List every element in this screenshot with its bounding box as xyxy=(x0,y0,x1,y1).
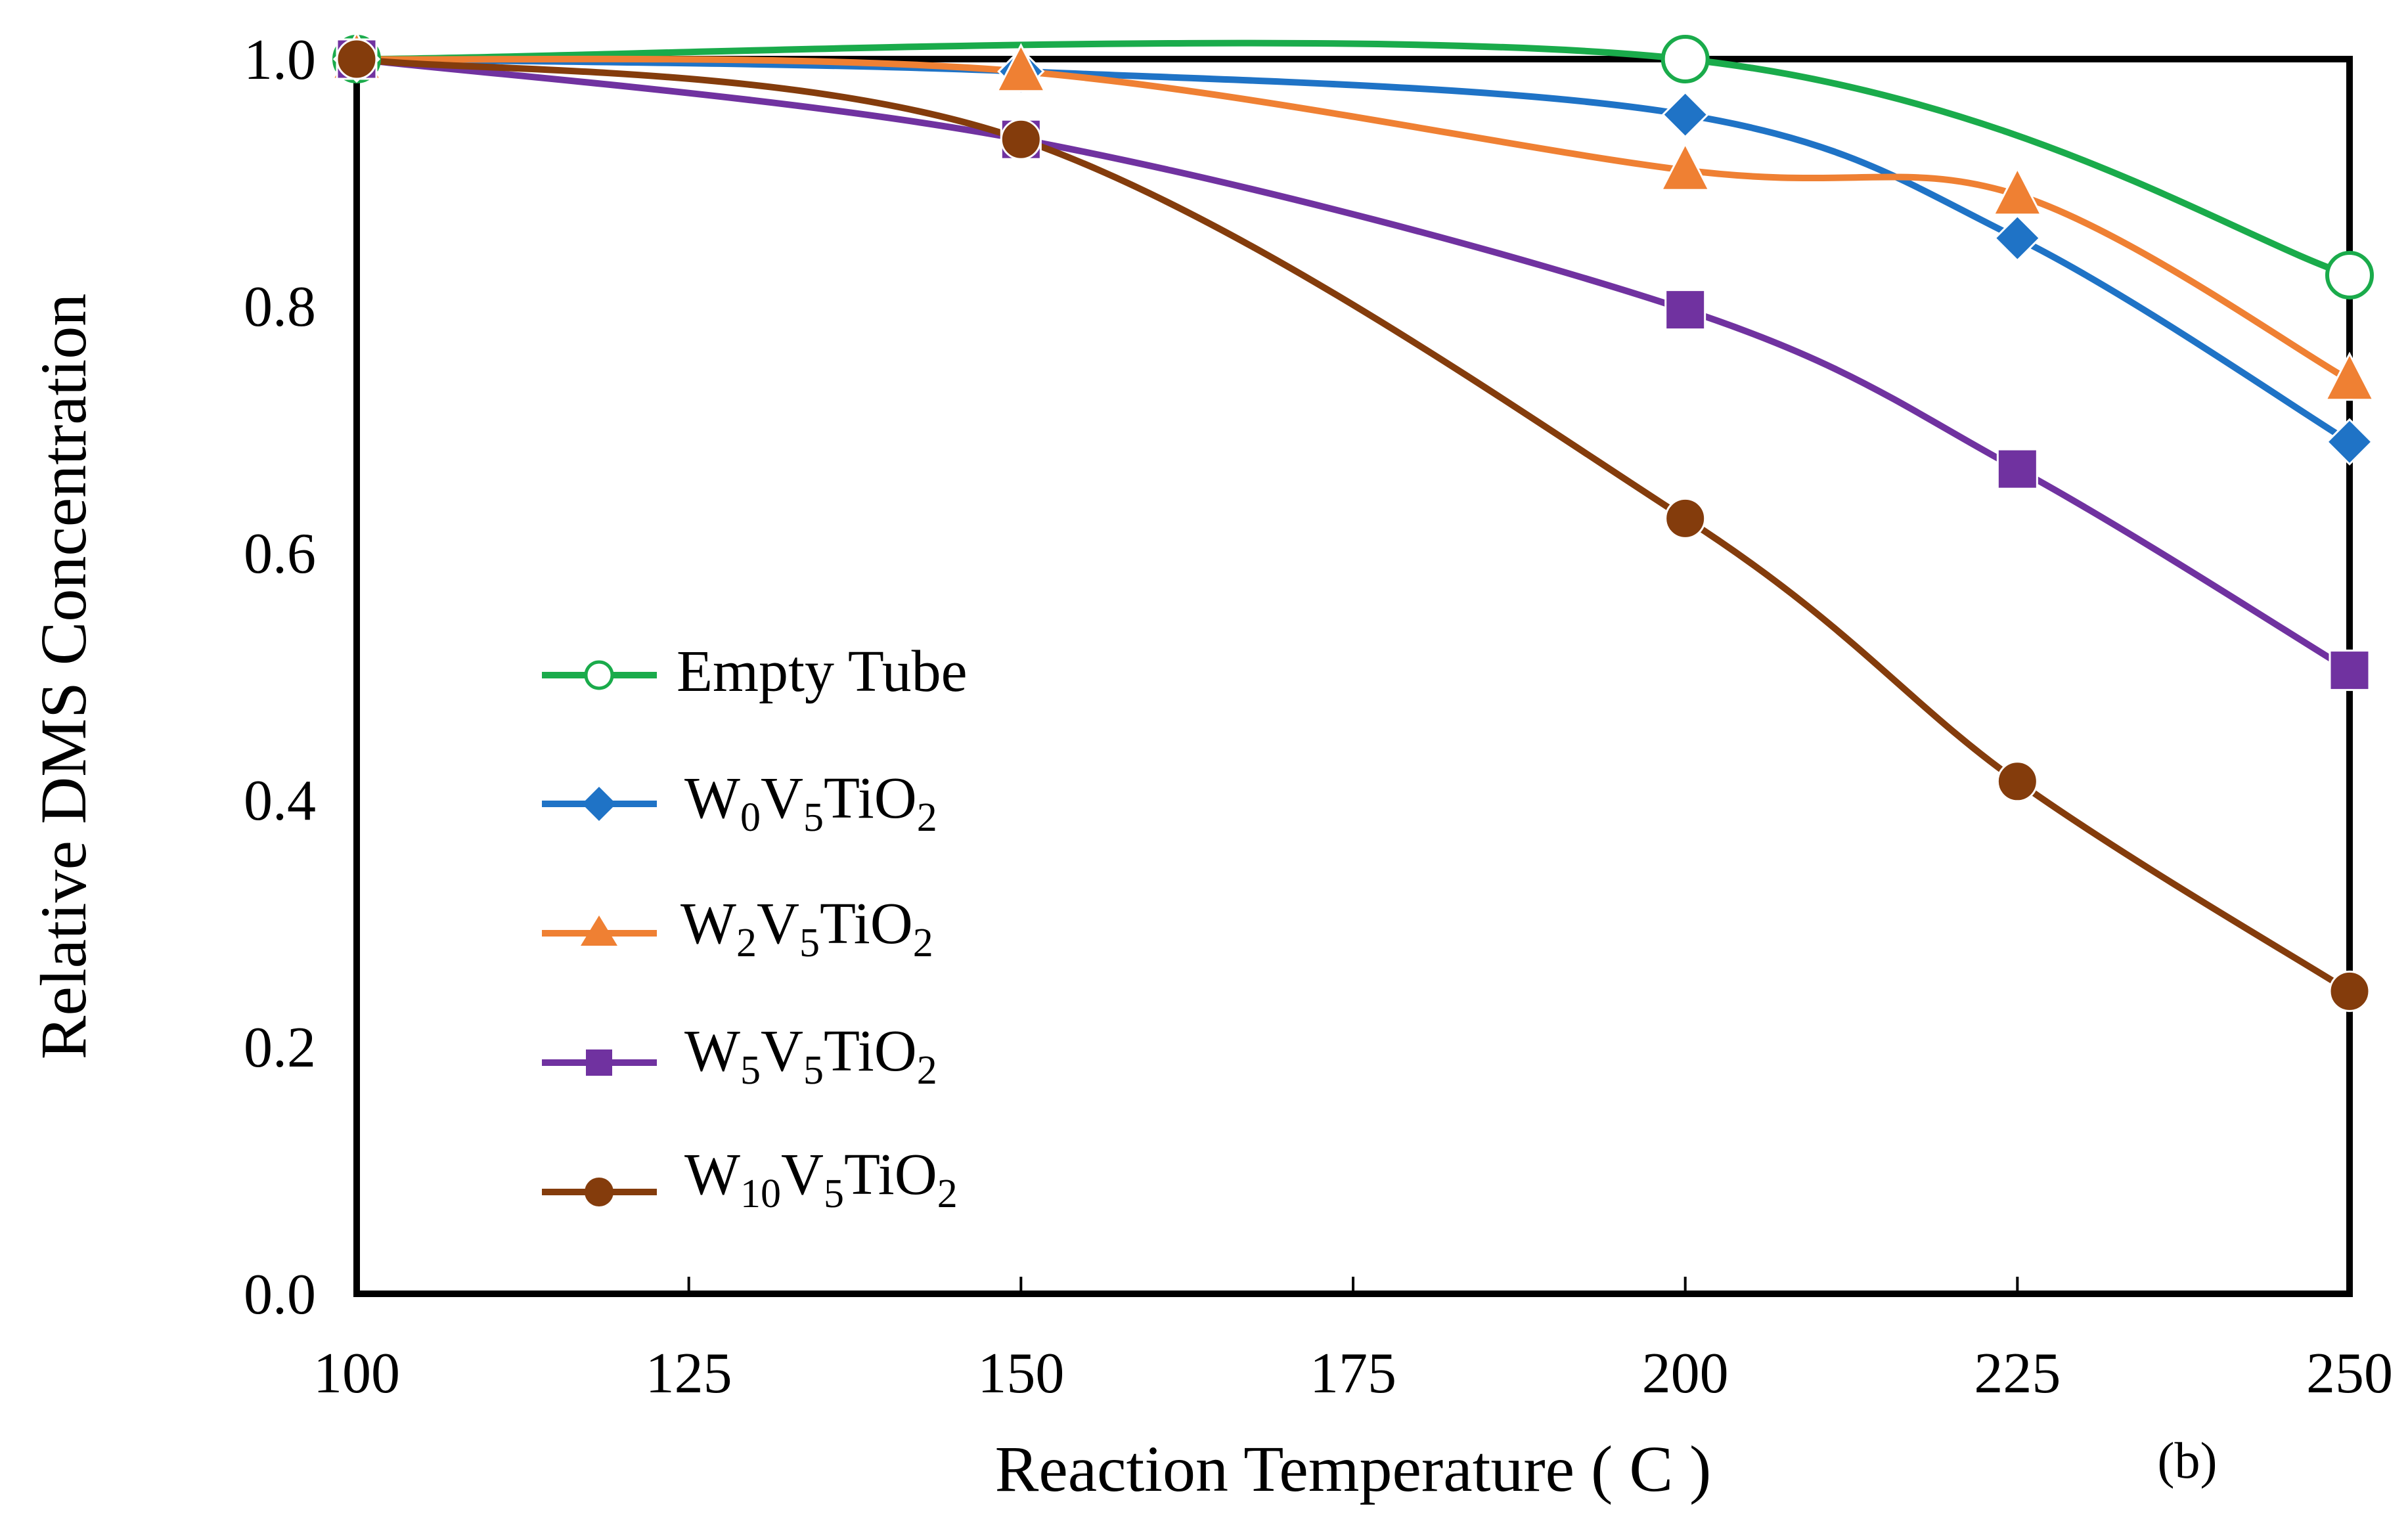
legend-label-w10v5tio2: W10V5TiO2 xyxy=(684,1142,958,1216)
legend-label-empty-tube-text: Empty Tube xyxy=(677,639,968,704)
y-tick-label-0-2: 0.2 xyxy=(244,1016,316,1080)
data-point-w2v5tio2-225 xyxy=(1992,166,2043,216)
panel-label: (b) xyxy=(2158,1432,2218,1489)
data-point-w10v5tio2-200 xyxy=(1664,497,1706,539)
x-tick-label-100: 100 xyxy=(313,1342,400,1405)
data-point-empty-tube-200 xyxy=(1661,35,1710,83)
data-point-w2v5tio2-250 xyxy=(2324,351,2375,401)
data-point-w2v5tio2-150 xyxy=(995,43,1046,93)
legend-marker-w2v5tio2 xyxy=(581,916,617,946)
legend-item-empty-tube: Empty Tube xyxy=(542,639,968,704)
y-tick-label-0-0: 0.0 xyxy=(244,1263,316,1327)
series-lines xyxy=(353,39,2353,995)
legend-item-w2v5tio2: W2V5TiO2 xyxy=(542,891,933,965)
legend-label-empty-tube: Empty Tube xyxy=(677,639,968,704)
data-point-w5v5tio2-200 xyxy=(1664,289,1706,331)
data-point-w5v5tio2-225 xyxy=(1996,448,2038,490)
x-tick-label-250: 250 xyxy=(2306,1342,2393,1405)
data-point-empty-tube-250 xyxy=(2325,251,2374,299)
legend-label-w5v5tio2: W5V5TiO2 xyxy=(684,1019,937,1093)
x-tick-label-175: 175 xyxy=(1310,1342,1396,1405)
legend-marker-empty-tube xyxy=(584,660,614,690)
y-axis-title: Relative DMS Concentration xyxy=(27,294,100,1059)
series-line-w2v5tio2 xyxy=(353,55,2353,384)
data-point-w5v5tio2-250 xyxy=(2329,650,2371,692)
x-tick-label-125: 125 xyxy=(646,1342,732,1405)
x-axis-title: Reaction Temperature ( C ) xyxy=(995,1432,1712,1505)
data-point-w2v5tio2-200 xyxy=(1660,141,1711,191)
series-line-w10v5tio2 xyxy=(353,56,2353,995)
data-point-w0v5tio2-225 xyxy=(1994,214,2041,262)
data-point-w10v5tio2-100 xyxy=(336,38,378,80)
y-ticks: 0.0 0.2 0.4 0.6 0.8 1.0 xyxy=(244,28,316,1327)
legend: Empty Tube W0V5TiO2 W2V5TiO2 W5V5TiO2 W1… xyxy=(542,639,968,1216)
y-tick-label-0-6: 0.6 xyxy=(244,522,316,586)
legend-item-w0v5tio2: W0V5TiO2 xyxy=(542,766,937,840)
y-tick-label-0-4: 0.4 xyxy=(244,769,316,833)
data-point-w10v5tio2-150 xyxy=(1000,118,1042,160)
series-markers xyxy=(331,30,2375,1012)
legend-marker-w5v5tio2 xyxy=(586,1049,612,1076)
legend-item-w10v5tio2: W10V5TiO2 xyxy=(542,1142,958,1216)
x-tick-label-150: 150 xyxy=(977,1342,1064,1405)
data-point-w0v5tio2-250 xyxy=(2325,418,2374,466)
series-line-empty-tube xyxy=(353,39,2353,278)
data-point-w0v5tio2-200 xyxy=(1661,91,1709,139)
y-tick-label-1-0: 1.0 xyxy=(244,28,316,92)
series-line-w0v5tio2 xyxy=(353,56,2353,445)
x-tick-label-225: 225 xyxy=(1974,1342,2061,1405)
legend-item-w5v5tio2: W5V5TiO2 xyxy=(542,1019,937,1093)
legend-label-w0v5tio2: W0V5TiO2 xyxy=(684,766,937,840)
legend-marker-w0v5tio2 xyxy=(582,787,616,821)
legend-label-w2v5tio2: W2V5TiO2 xyxy=(680,891,933,965)
x-tick-label-200: 200 xyxy=(1642,1342,1729,1405)
y-tick-label-0-8: 0.8 xyxy=(244,275,316,339)
data-point-w10v5tio2-250 xyxy=(2329,970,2371,1012)
legend-marker-w10v5tio2 xyxy=(585,1178,613,1206)
x-ticks: 100 125 150 175 200 225 250 xyxy=(313,1277,2393,1405)
data-point-w10v5tio2-225 xyxy=(1996,761,2038,803)
series-line-w5v5tio2 xyxy=(353,56,2353,674)
